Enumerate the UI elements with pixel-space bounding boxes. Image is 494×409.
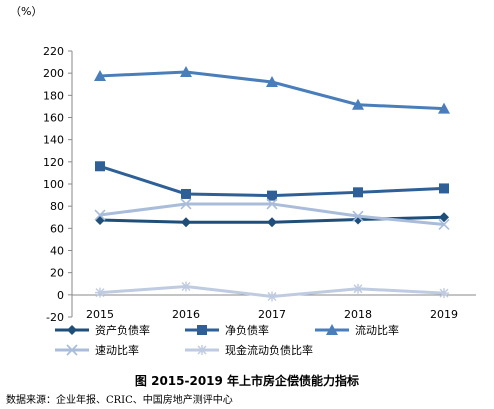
data-point: [267, 190, 277, 201]
data-point: [438, 218, 450, 231]
data-point: [180, 198, 192, 210]
data-point: [181, 188, 191, 199]
legend-item-cash-flow-liability-ratio: 现金流动负债比率: [185, 343, 313, 357]
legend-label: 净负债率: [225, 323, 269, 337]
data-point: [352, 210, 364, 222]
x-tick-label: 2018: [344, 308, 372, 321]
data-point: [94, 209, 106, 221]
y-axis-ticks: -20 0 20 40 60 80 100 120 140 160 180 200 220: [43, 45, 72, 324]
series-quick-ratio: [94, 198, 450, 231]
y-tick-label: 40: [50, 245, 64, 258]
y-tick-label: 220: [43, 45, 64, 58]
legend-label: 速动比率: [95, 343, 139, 357]
data-point: [267, 291, 277, 302]
data-point: [266, 198, 278, 210]
legend-label: 资产负债率: [95, 323, 150, 337]
legend-item-asset-liability-ratio: 资产负债率: [55, 323, 150, 337]
legend-item-quick-ratio: 速动比率: [55, 343, 139, 357]
x-tick-label: 2019: [430, 308, 458, 321]
data-point: [353, 283, 363, 294]
legend-item-current-ratio: 流动比率: [315, 323, 399, 337]
line-chart: （%） -20 0 20 40 60 80 100 120 140 160 180 200 220 20…: [10, 5, 476, 357]
y-tick-label: 80: [50, 200, 64, 213]
legend-item-net-debt-ratio: 净负债率: [185, 323, 269, 337]
y-tick-label: -20: [46, 311, 64, 324]
data-point: [266, 76, 278, 88]
data-point: [439, 183, 449, 194]
x-tick-label: 2017: [258, 308, 286, 321]
series-layer: [94, 66, 450, 302]
data-source-note: 数据来源：企业年报、CRIC、中国房地产测评中心: [6, 395, 233, 406]
legend-label: 现金流动负债比率: [225, 343, 313, 357]
legend-swatch-marker: [66, 344, 78, 356]
figure-caption: 图 2015-2019 年上市房企偿债能力指标: [134, 374, 360, 388]
data-point: [267, 217, 277, 228]
data-point: [94, 69, 106, 81]
y-tick-label: 60: [50, 222, 64, 235]
data-point: [95, 161, 105, 172]
x-tick-label: 2015: [86, 308, 114, 321]
legend-label: 流动比率: [355, 323, 399, 337]
data-point: [352, 98, 364, 110]
x-axis-ticks: 2015 2016 2017 2018 2019: [86, 308, 458, 321]
series-net-debt-ratio: [95, 161, 449, 201]
legend-swatch-marker: [326, 324, 338, 335]
y-tick-label: 140: [43, 134, 64, 147]
data-point: [180, 66, 192, 78]
data-point: [353, 187, 363, 198]
y-unit-label: （%）: [10, 5, 42, 18]
data-point: [95, 287, 105, 298]
data-point: [439, 288, 449, 299]
series-cash-flow-liability-ratio: [95, 281, 449, 302]
y-tick-label: 0: [57, 289, 64, 302]
y-tick-label: 200: [43, 67, 64, 80]
series-current-ratio: [94, 66, 450, 114]
data-point: [438, 102, 450, 114]
y-tick-label: 100: [43, 178, 64, 191]
data-point: [181, 281, 191, 292]
data-point: [95, 215, 105, 226]
data-point: [181, 217, 191, 228]
x-tick-label: 2016: [172, 308, 200, 321]
y-tick-label: 120: [43, 156, 64, 169]
y-tick-label: 160: [43, 112, 64, 125]
y-tick-label: 20: [50, 267, 64, 280]
legend-swatch-marker: [197, 325, 207, 335]
legend-swatch-marker: [197, 345, 207, 355]
y-tick-label: 180: [43, 89, 64, 102]
legend-swatch-marker: [67, 325, 77, 335]
data-point: [439, 212, 449, 223]
